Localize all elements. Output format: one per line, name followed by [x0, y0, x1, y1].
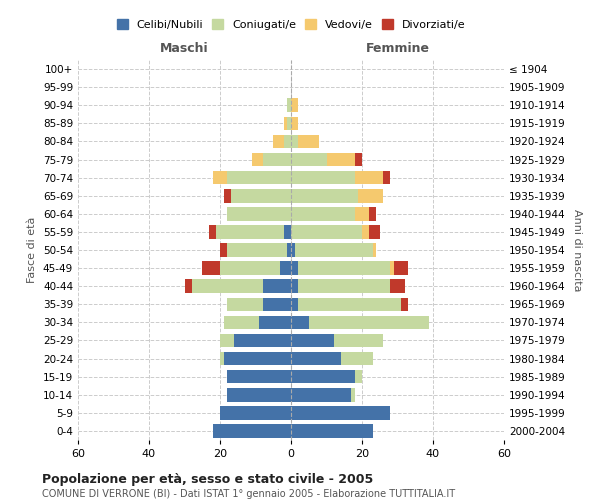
Bar: [358, 189, 383, 202]
Bar: [291, 424, 373, 438]
Bar: [291, 406, 391, 419]
Bar: [355, 207, 369, 220]
Bar: [259, 316, 291, 329]
Bar: [391, 262, 394, 275]
Bar: [341, 352, 373, 366]
Bar: [227, 298, 263, 311]
Bar: [355, 171, 383, 184]
Bar: [217, 225, 284, 238]
Bar: [291, 134, 298, 148]
Bar: [291, 152, 326, 166]
Y-axis label: Anni di nascita: Anni di nascita: [572, 209, 582, 291]
Bar: [284, 225, 291, 238]
Bar: [224, 352, 291, 366]
Bar: [394, 262, 408, 275]
Bar: [291, 171, 355, 184]
Bar: [287, 98, 291, 112]
Text: Popolazione per età, sesso e stato civile - 2005: Popolazione per età, sesso e stato civil…: [42, 472, 373, 486]
Bar: [234, 334, 291, 347]
Bar: [227, 171, 291, 184]
Bar: [284, 116, 287, 130]
Bar: [309, 316, 430, 329]
Bar: [224, 316, 259, 329]
Bar: [298, 280, 391, 293]
Bar: [401, 298, 408, 311]
Bar: [227, 243, 287, 257]
Bar: [191, 280, 263, 293]
Bar: [280, 262, 291, 275]
Bar: [291, 207, 355, 220]
Bar: [352, 388, 355, 402]
Bar: [287, 116, 291, 130]
Bar: [291, 116, 298, 130]
Bar: [263, 298, 291, 311]
Bar: [291, 370, 355, 384]
Bar: [355, 152, 362, 166]
Bar: [295, 243, 373, 257]
Bar: [230, 189, 291, 202]
Bar: [220, 334, 234, 347]
Bar: [334, 334, 383, 347]
Bar: [209, 225, 217, 238]
Bar: [284, 134, 291, 148]
Bar: [298, 262, 391, 275]
Bar: [369, 225, 380, 238]
Bar: [298, 134, 319, 148]
Bar: [291, 243, 295, 257]
Bar: [252, 152, 263, 166]
Bar: [263, 280, 291, 293]
Bar: [213, 424, 291, 438]
Bar: [213, 171, 227, 184]
Bar: [287, 243, 291, 257]
Bar: [291, 334, 334, 347]
Bar: [291, 189, 358, 202]
Bar: [263, 152, 291, 166]
Bar: [291, 388, 352, 402]
Bar: [291, 280, 298, 293]
Bar: [273, 134, 284, 148]
Bar: [202, 262, 220, 275]
Bar: [227, 370, 291, 384]
Legend: Celibi/Nubili, Coniugati/e, Vedovi/e, Divorziati/e: Celibi/Nubili, Coniugati/e, Vedovi/e, Di…: [113, 16, 469, 34]
Bar: [369, 207, 376, 220]
Bar: [220, 406, 291, 419]
Bar: [355, 370, 362, 384]
Bar: [227, 388, 291, 402]
Bar: [291, 298, 298, 311]
Bar: [291, 316, 309, 329]
Bar: [383, 171, 391, 184]
Bar: [291, 98, 298, 112]
Bar: [291, 352, 341, 366]
Bar: [220, 243, 227, 257]
Y-axis label: Fasce di età: Fasce di età: [28, 217, 37, 283]
Text: Maschi: Maschi: [160, 42, 209, 54]
Text: COMUNE DI VERRONE (BI) - Dati ISTAT 1° gennaio 2005 - Elaborazione TUTTITALIA.IT: COMUNE DI VERRONE (BI) - Dati ISTAT 1° g…: [42, 489, 455, 499]
Bar: [227, 207, 291, 220]
Text: Femmine: Femmine: [365, 42, 430, 54]
Bar: [391, 280, 404, 293]
Bar: [291, 225, 362, 238]
Bar: [224, 189, 230, 202]
Bar: [373, 243, 376, 257]
Bar: [185, 280, 191, 293]
Bar: [298, 298, 401, 311]
Bar: [220, 262, 280, 275]
Bar: [291, 262, 298, 275]
Bar: [326, 152, 355, 166]
Bar: [362, 225, 369, 238]
Bar: [220, 352, 224, 366]
